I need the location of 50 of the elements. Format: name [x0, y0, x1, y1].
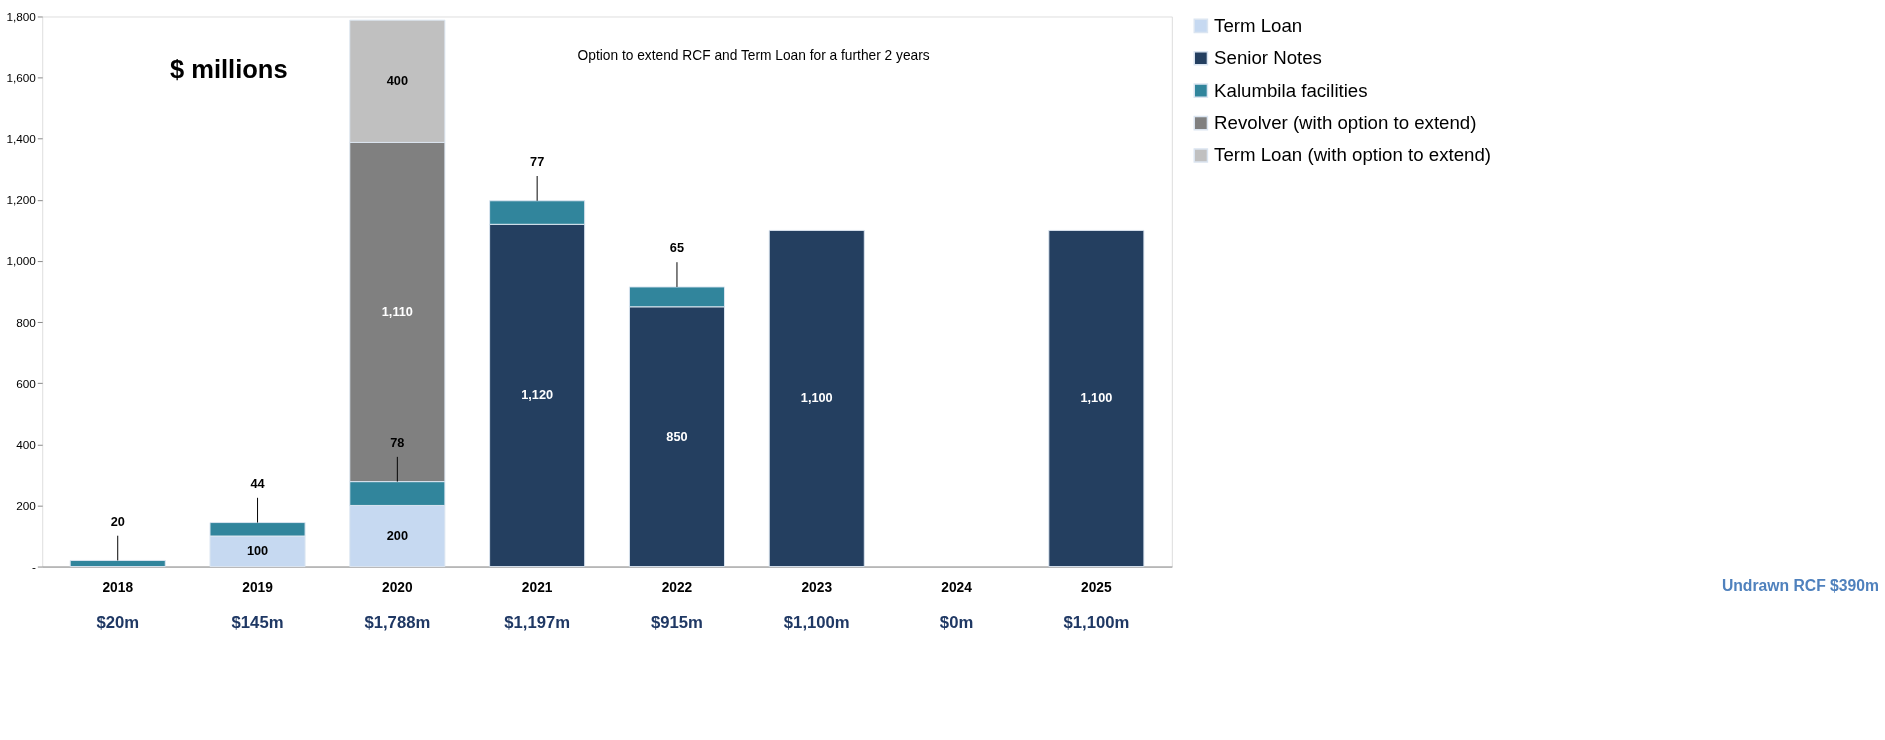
data-label: 78 [390, 435, 405, 451]
y-tick-label: - [31, 559, 36, 573]
x-tick-label: 2022 [661, 579, 693, 595]
y-tick-label: 400 [16, 437, 37, 451]
data-label: 77 [530, 154, 545, 170]
x-tick-label: 2020 [382, 579, 413, 595]
total-label: $20m [96, 613, 140, 633]
text: $0m [939, 613, 974, 633]
data-label: 65 [669, 240, 685, 256]
y-tick-label: 1,600 [6, 71, 37, 85]
x-tick-label: 2023 [801, 579, 833, 595]
x-tick-label: 2024 [941, 579, 973, 595]
x-tick-label: 2025 [1081, 579, 1113, 595]
bar [768, 229, 865, 568]
total-label: $1,100m [783, 613, 850, 633]
y-tick-label: 1,800 [6, 9, 37, 23]
x-tick-label: 2018 [102, 579, 134, 595]
data-label: 1,110 [381, 303, 413, 319]
y-tick-label: 1,200 [6, 193, 37, 207]
total-label: $1,197m [504, 613, 571, 633]
x-tick-label: 2021 [521, 579, 553, 595]
total-label: $1,100m [1063, 613, 1130, 633]
y-tick-label: 800 [16, 315, 37, 329]
bar [1048, 229, 1145, 568]
data-label: 200 [386, 527, 408, 543]
data-label: 44 [250, 475, 266, 491]
total-label: $145m [231, 613, 284, 633]
legend-label: Term Loan [1214, 14, 1303, 36]
data-label: 20 [110, 513, 125, 529]
legend-label: Revolver (with option to extend) [1214, 111, 1477, 133]
x-tick-label: 2019 [242, 579, 274, 595]
total-label: $915m [650, 613, 703, 633]
annotation: $ millions [169, 55, 288, 84]
data-label: 100 [246, 543, 269, 559]
y-tick-label: 1,400 [6, 132, 37, 146]
y-tick-label: 1,000 [6, 254, 37, 268]
bar [69, 559, 166, 568]
data-label: 400 [386, 73, 408, 89]
total-label: $1,788m [364, 613, 431, 633]
legend-label: Term Loan (with option to extend) [1214, 144, 1491, 166]
text: Undrawn RCF $390m [1721, 577, 1880, 595]
y-tick-label: 200 [16, 498, 37, 512]
y-tick-label: 600 [16, 376, 37, 390]
legend-label: Senior Notes [1214, 47, 1322, 69]
data-label: 1,120 [521, 387, 554, 403]
data-label: 1,100 [1080, 390, 1113, 406]
annotation: Option to extend RCF and Term Loan for a further 2 years [577, 47, 930, 63]
legend-label: Kalumbila facilities [1214, 79, 1368, 101]
data-label: 850 [666, 428, 688, 444]
data-label: 1,100 [800, 390, 833, 406]
